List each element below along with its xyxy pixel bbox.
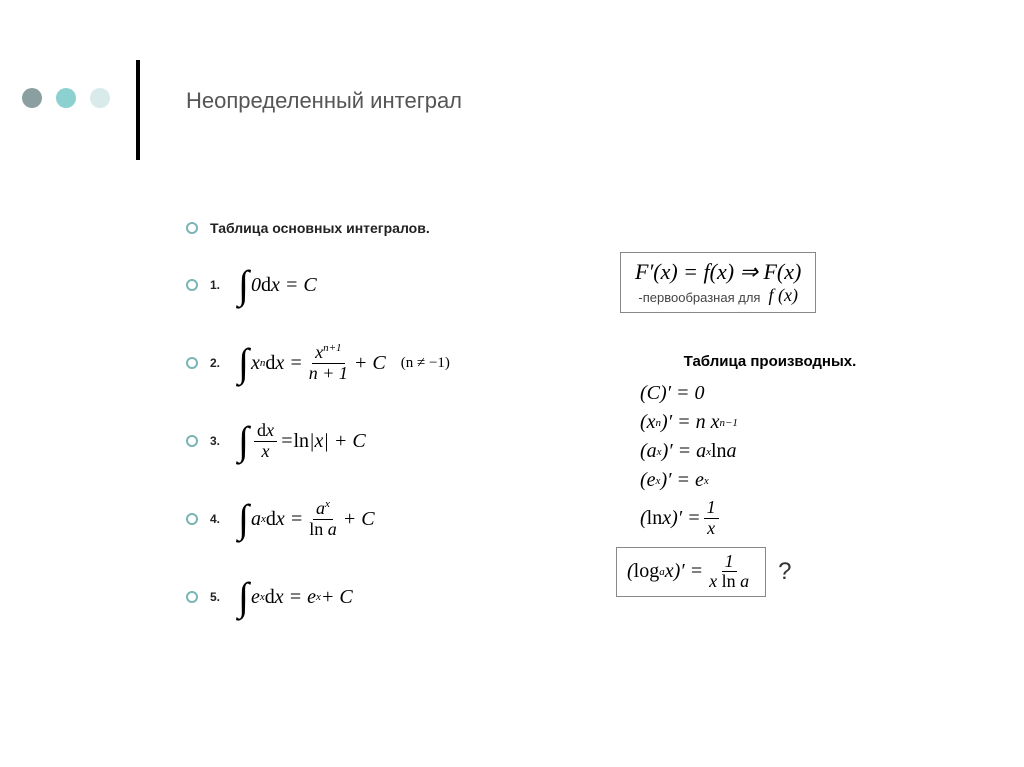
log-derivative-formula: (loga x)′ = 1x ln a: [627, 552, 755, 593]
derivative-formula: (xn)′ = n xn−1: [640, 411, 960, 434]
dot-2: [56, 88, 76, 108]
log-derivative-box: (loga x)′ = 1x ln a: [616, 547, 766, 598]
derivatives-heading: Таблица производных.: [580, 353, 960, 370]
item-number: 4.: [210, 512, 224, 526]
integral-row: 2. ∫ xndx = xn+1n + 1 + C (n ≠ −1): [186, 336, 586, 390]
title-bar: [136, 60, 140, 160]
item-number: 1.: [210, 278, 224, 292]
bullet-icon: [186, 435, 198, 447]
derivative-formula: (ex)′ = ex: [640, 469, 960, 492]
antiderivative-fx: f (x): [768, 285, 797, 306]
bullet-icon: [186, 222, 198, 234]
slide-title: Неопределенный интеграл: [186, 88, 462, 114]
integral-formula: ∫ dxx = ln|x| + C: [238, 421, 366, 462]
integral-formula: ∫ axdx = axln a + C: [238, 498, 375, 540]
item-number: 5.: [210, 590, 224, 604]
integrals-heading-text: Таблица основных интегралов.: [210, 220, 430, 236]
integral-row: 3. ∫ dxx = ln|x| + C: [186, 414, 586, 468]
antiderivative-box: F′(x) = f(x) ⇒ F(x) -первообразная для f…: [620, 252, 816, 313]
antiderivative-label: -первообразная для: [638, 290, 760, 305]
integral-formula: ∫ xndx = xn+1n + 1 + C (n ≠ −1): [238, 342, 450, 384]
derivative-formula: (C)′ = 0: [640, 382, 960, 405]
integral-formula: ∫ 0dx = C: [238, 269, 317, 301]
integral-row: 5. ∫ exdx = ex + C: [186, 570, 586, 624]
decorative-dots: [22, 88, 110, 108]
item-number: 2.: [210, 356, 224, 370]
antiderivative-formula: F′(x) = f(x) ⇒ F(x): [635, 259, 801, 285]
integral-formula: ∫ exdx = ex + C: [238, 581, 353, 613]
derivatives-column: F′(x) = f(x) ⇒ F(x) -первообразная для f…: [580, 252, 960, 597]
dot-3: [90, 88, 110, 108]
integrals-heading: Таблица основных интегралов.: [186, 220, 586, 236]
integral-row: 4. ∫ axdx = axln a + C: [186, 492, 586, 546]
integrals-list: 1. ∫ 0dx = C 2. ∫ xndx = xn+1n + 1 + C (…: [186, 258, 586, 624]
bullet-icon: [186, 591, 198, 603]
bullet-icon: [186, 279, 198, 291]
bullet-icon: [186, 357, 198, 369]
derivative-formula: (ax)′ = ax ln a: [640, 440, 960, 463]
integral-row: 1. ∫ 0dx = C: [186, 258, 586, 312]
bullet-icon: [186, 513, 198, 525]
integrals-column: Таблица основных интегралов. 1. ∫ 0dx = …: [186, 220, 586, 648]
item-number: 3.: [210, 434, 224, 448]
dot-1: [22, 88, 42, 108]
question-mark: ?: [778, 558, 791, 586]
derivative-formula: (ln x)′ = 1x: [640, 498, 960, 539]
derivatives-list: (C)′ = 0 (xn)′ = n xn−1 (ax)′ = ax ln a (ex…: [640, 382, 960, 539]
